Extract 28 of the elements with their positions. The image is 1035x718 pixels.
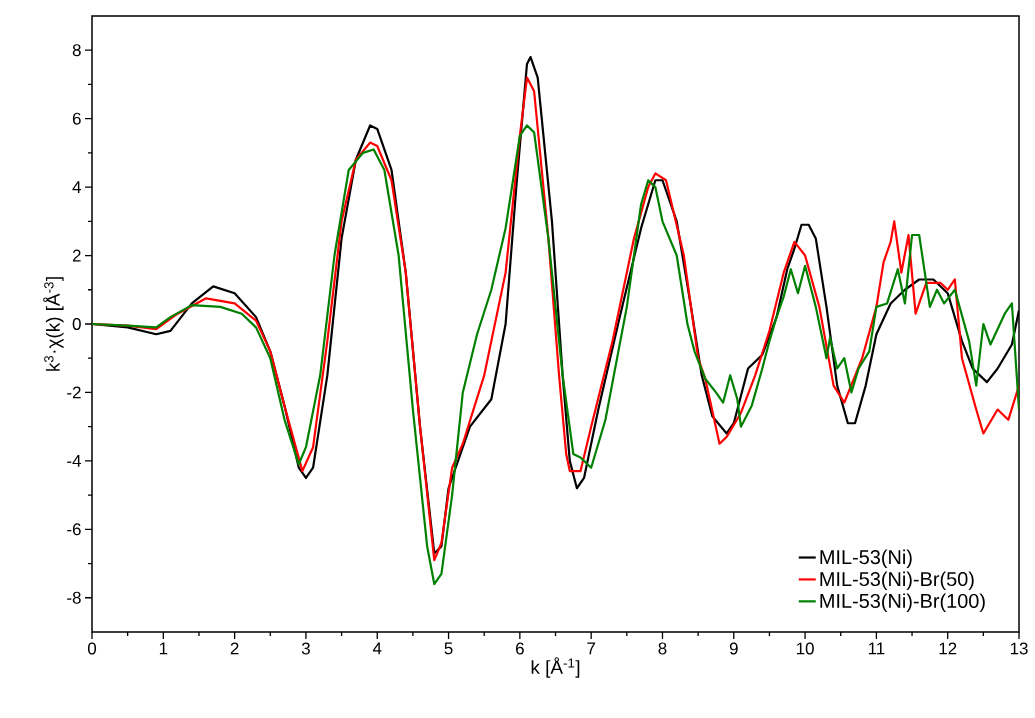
legend-label: MIL-53(Ni)-Br(100) <box>820 593 985 612</box>
x-tick-label: 12 <box>939 642 957 655</box>
y-tick-label: 4 <box>72 181 81 193</box>
y-tick-label: 6 <box>72 112 81 125</box>
y-tick-label: 8 <box>72 44 81 57</box>
y-tick-label: -8 <box>67 591 81 604</box>
y-tick-label: -4 <box>67 455 81 467</box>
x-tick-label: 4 <box>372 642 382 655</box>
x-tick-label: 5 <box>444 642 453 655</box>
x-tick-label: 7 <box>587 642 596 655</box>
x-tick-label: 11 <box>868 642 885 655</box>
x-axis-title: k [Å$^{-1}$] <box>531 657 580 678</box>
x-tick-label: 2 <box>230 642 239 655</box>
x-tick-label: 9 <box>729 642 738 655</box>
y-tick-label: -6 <box>67 523 81 536</box>
y-tick-label: -2 <box>67 386 81 399</box>
legend-label: MIL-53(Ni) <box>820 549 912 569</box>
x-tick-label: 10 <box>796 642 814 655</box>
y-axis-title: k$^{3}$·χ(k) [Å$^{-3}$] <box>43 277 64 371</box>
x-tick-label: 3 <box>301 642 310 655</box>
y-tick-label: 0 <box>72 317 81 330</box>
x-tick-label: 1 <box>159 642 168 655</box>
x-tick-label: 0 <box>87 642 97 655</box>
x-tick-label: 13 <box>1010 642 1028 655</box>
x-tick-label: 6 <box>516 642 524 655</box>
y-tick-label: 2 <box>72 249 81 262</box>
legend-label: MIL-53(Ni)-Br(50) <box>820 571 974 591</box>
x-tick-label: 8 <box>658 642 667 655</box>
